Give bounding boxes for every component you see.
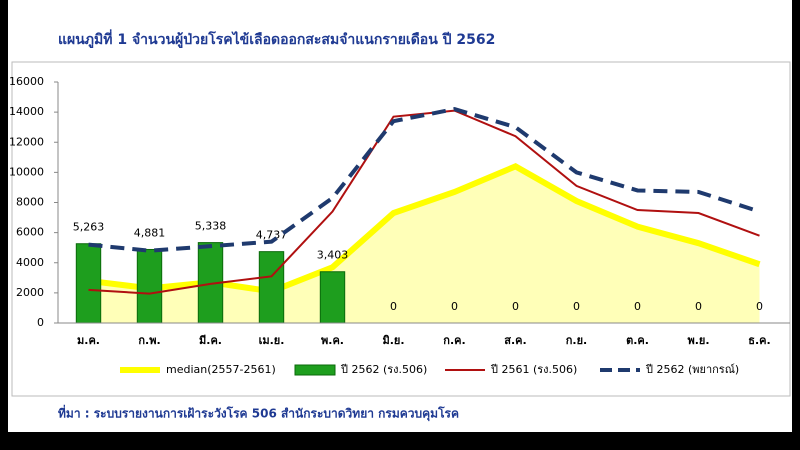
- bar: [258, 251, 285, 324]
- source: ที่มา : ระบบรายงานการเฝ้าระวังโรค 506 สำ…: [58, 405, 459, 422]
- x-tick-label: ส.ค.: [504, 334, 526, 347]
- legend-label: ปี 2561 (รง.506): [490, 363, 577, 376]
- data-label: 5,263: [73, 221, 105, 234]
- data-label: 0: [573, 300, 580, 313]
- y-tick-label: 2000: [16, 286, 44, 299]
- legend-label: ปี 2562 (พยากรณ์): [645, 363, 739, 376]
- data-label: 5,338: [195, 220, 227, 233]
- y-tick-label: 8000: [16, 196, 44, 209]
- x-tick-label: มี.ค.: [199, 334, 222, 347]
- x-tick-label: พ.ย.: [687, 334, 709, 347]
- y-tick-label: 16000: [9, 75, 44, 88]
- frame-bottom: [0, 432, 800, 450]
- x-tick-label: ก.พ.: [138, 334, 160, 347]
- bar: [319, 271, 346, 324]
- y-tick-label: 6000: [16, 226, 44, 239]
- x-tick-label: เม.ย.: [259, 334, 285, 347]
- legend-swatch: [294, 364, 336, 376]
- data-label: 0: [451, 300, 458, 313]
- legend-label: median(2557-2561): [166, 363, 276, 376]
- x-tick-label: มิ.ย.: [382, 334, 404, 347]
- line: [88, 107, 761, 253]
- y-tick-label: 12000: [9, 135, 44, 148]
- x-tick-label: พ.ค.: [321, 334, 344, 347]
- y-tick-label: 4000: [16, 256, 44, 269]
- frame-right: [792, 0, 800, 450]
- data-label: 0: [512, 300, 519, 313]
- x-tick-label: ก.ย.: [566, 334, 587, 347]
- bar: [75, 243, 102, 324]
- x-tick-label: ต.ค.: [626, 334, 649, 347]
- data-label: 0: [634, 300, 641, 313]
- data-label: 4,881: [134, 226, 166, 239]
- frame-left: [0, 0, 8, 450]
- x-tick-label: ก.ค.: [443, 334, 465, 347]
- data-label: 0: [756, 300, 763, 313]
- data-label: 3,403: [317, 249, 349, 262]
- line: [88, 109, 760, 295]
- y-tick-label: 10000: [9, 165, 44, 178]
- bar: [136, 248, 163, 324]
- x-tick-label: ม.ค.: [77, 334, 100, 347]
- x-tick-label: ธ.ค.: [748, 334, 770, 347]
- y-tick-label: 14000: [9, 105, 44, 118]
- chart-title: แผนภูมิที่ 1 จำนวนผู้ป่วยโรคไข้เลือดออกส…: [58, 29, 495, 48]
- plot-box: [11, 61, 791, 397]
- data-label: 0: [390, 300, 397, 313]
- y-tick-label: 0: [37, 316, 44, 329]
- data-label: 0: [695, 300, 702, 313]
- legend-label: ปี 2562 (รง.506): [340, 363, 427, 376]
- area: [88, 166, 760, 323]
- data-label: 4,737: [256, 229, 288, 242]
